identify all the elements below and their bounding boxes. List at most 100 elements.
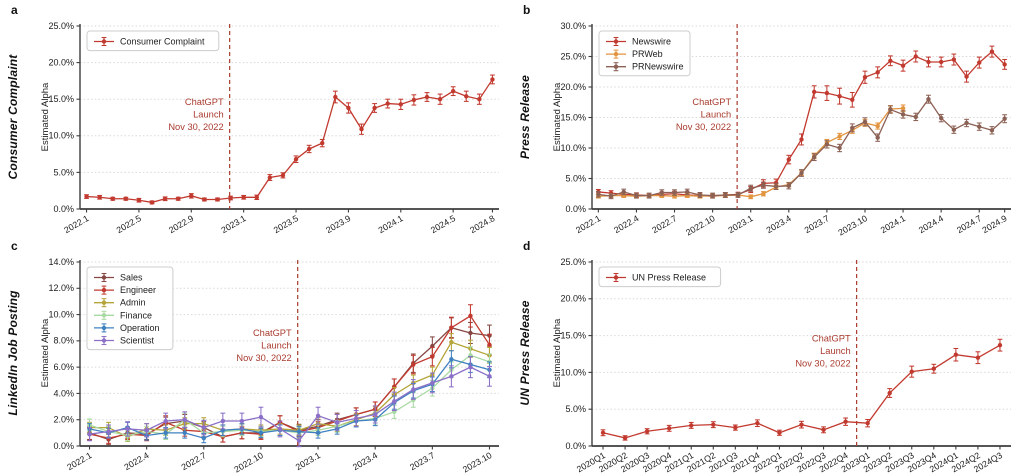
data-point [850, 125, 855, 131]
legend-glyph-marker [101, 325, 107, 331]
x-tick-label: 2024.9 [980, 213, 1008, 235]
legend: Newswire PRWeb PRNewswire [598, 30, 691, 77]
data-point [449, 374, 454, 379]
y-tick-label: 10.0% [560, 367, 586, 377]
data-point [875, 135, 880, 140]
legend-box [598, 266, 722, 288]
data-point [258, 414, 264, 420]
data-point [182, 417, 187, 422]
y-tick-label: 8.0% [53, 336, 74, 346]
data-point [761, 191, 766, 196]
data-point [385, 101, 390, 106]
series-line [86, 79, 493, 204]
x-tick-label: 2024.5 [429, 213, 457, 235]
y-tick-label: 25.0% [560, 51, 586, 61]
chart-linkedin-job-posting: 0.0% 2.0% 4.0% 6.0% 8.0% 10.0% 12.0% 14.0% 2022.… [48, 257, 499, 473]
y-tick-label: 15.0% [560, 330, 586, 340]
data-point [909, 369, 914, 374]
series-consumer-complaint [84, 74, 495, 205]
data-point [837, 134, 842, 139]
data-point [964, 74, 969, 79]
data-point [487, 342, 492, 347]
data-point [398, 102, 403, 107]
chatgpt-launch-annotation: Launch [701, 110, 732, 120]
data-point [87, 431, 92, 437]
data-point [888, 58, 893, 63]
data-point [125, 426, 130, 432]
panel-b: b Press Release Estimated Alpha 0.0% 5.0%… [512, 0, 1024, 236]
data-point [926, 97, 931, 102]
x-tick-label: 2022.10 [684, 213, 717, 236]
data-point [811, 89, 817, 95]
legend: UN Press Release [598, 266, 722, 288]
legend-glyph-marker [101, 287, 107, 293]
data-point [755, 420, 760, 426]
x-tick-label: 2023.5 [272, 213, 300, 235]
y-tick-label: 25.0% [48, 21, 74, 31]
data-point [464, 94, 469, 99]
legend-label: PRWeb [632, 49, 663, 59]
data-point [424, 94, 430, 100]
y-tick-label: 15.0% [560, 112, 586, 122]
data-point [477, 97, 482, 102]
data-point [437, 97, 443, 102]
data-point [202, 197, 207, 202]
series-line [89, 314, 491, 439]
data-point [913, 114, 918, 120]
y-tick-label: 0.0% [565, 204, 586, 214]
y-tick-label: 25.0% [560, 257, 586, 267]
data-point [596, 192, 601, 197]
data-point [353, 416, 359, 421]
data-point [468, 313, 473, 319]
y-tick-label: 6.0% [53, 362, 74, 372]
series-line [89, 341, 490, 438]
legend: Consumer Complaint [86, 30, 220, 52]
series-scientist [87, 356, 492, 448]
y-tick-label: 30.0% [560, 21, 586, 31]
data-point [862, 75, 868, 80]
data-point [735, 192, 741, 198]
x-tick-label: 2023.7 [803, 213, 831, 235]
data-point [201, 435, 206, 441]
data-point [938, 115, 944, 121]
data-point [622, 435, 628, 441]
y-tick-label: 4.0% [53, 388, 74, 398]
data-point [931, 366, 937, 371]
data-point [837, 145, 842, 151]
data-point [241, 195, 246, 200]
x-tick-label: 2022.10 [232, 450, 265, 473]
data-point [953, 352, 959, 357]
data-point [450, 88, 456, 94]
data-point [84, 194, 89, 199]
data-point [608, 193, 614, 199]
y-tick-label: 15.0% [48, 94, 74, 104]
chatgpt-launch-annotation: ChatGPT [253, 328, 292, 338]
data-point [372, 105, 377, 111]
data-point [733, 425, 738, 430]
chatgpt-launch-annotation: Launch [820, 346, 851, 356]
x-tick-label: 2023.1 [219, 213, 247, 235]
data-point [346, 105, 351, 111]
legend-box [86, 30, 220, 52]
data-point [761, 183, 766, 188]
data-point [824, 90, 830, 96]
data-point [280, 173, 286, 178]
data-point [865, 420, 870, 426]
data-point [799, 170, 804, 176]
legend-glyph-marker [101, 300, 107, 305]
data-point [786, 157, 792, 162]
y-tick-label: 20.0% [560, 294, 586, 304]
x-tick-label: 2022.1 [62, 213, 90, 235]
chatgpt-launch-annotation: Launch [193, 110, 224, 120]
data-point [392, 399, 397, 404]
data-point [449, 339, 454, 345]
chart-press-release: 0.0% 5.0% 10.0% 15.0% 20.0% 25.0% 30.0% 2022.1 2… [560, 21, 1011, 236]
data-point [659, 190, 665, 195]
data-point [900, 106, 906, 111]
x-tick-label: 2023.1 [294, 450, 322, 472]
data-point [106, 429, 111, 434]
data-point [359, 127, 364, 132]
data-point [373, 412, 378, 417]
data-point [277, 426, 283, 432]
y-tick-label: 0.0% [53, 204, 74, 214]
